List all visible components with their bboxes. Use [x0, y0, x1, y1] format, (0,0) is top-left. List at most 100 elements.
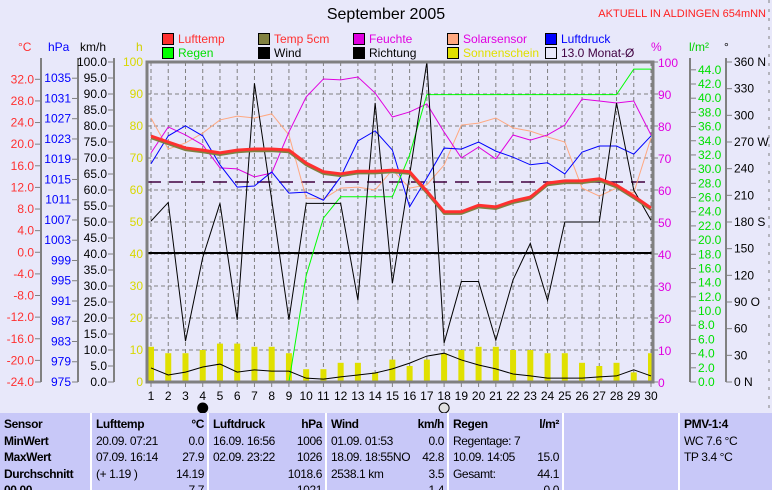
legend-swatch — [447, 33, 459, 45]
temp-tick-label: 12.0 — [11, 180, 35, 194]
table-row — [568, 417, 675, 434]
dir-tick-label: 240 — [734, 162, 754, 176]
table-row: 1018.6 — [213, 467, 323, 484]
table-row: 20.09. 07:21 0.0 — [96, 434, 204, 451]
legend-item-feuchte: Feuchte — [353, 32, 412, 46]
legend-item-temp-5cm: Temp 5cm — [258, 32, 329, 46]
legend-item-richtung: Richtung — [353, 46, 416, 60]
moon-new-icon — [197, 402, 209, 413]
x-tick-label: 2 — [165, 389, 172, 403]
legend-label: Solarsensor — [463, 32, 528, 46]
table-cell: 00.00 — [4, 483, 33, 490]
x-tick-label: 22 — [506, 389, 520, 403]
wind-tick-label: 10.0 — [84, 343, 108, 357]
table-row: MaxWert — [4, 450, 87, 467]
table-cell: 14.19 — [175, 466, 204, 481]
sunshine-bar-day-1 — [148, 346, 154, 382]
x-tick-label: 5 — [217, 389, 224, 403]
table-cell: 10.09. 14:05 — [453, 450, 515, 464]
legend-label: Lufttemp — [178, 32, 225, 46]
temp-tick-label: -12.0 — [7, 310, 35, 324]
wind-tick-label: 45.0 — [84, 231, 108, 245]
sun-tick-label: 70 — [130, 151, 144, 165]
rain-tick-label: 30.0 — [698, 162, 722, 176]
sunshine-bar-day-10 — [303, 369, 310, 382]
legend-item-lufttemp: Lufttemp — [162, 32, 225, 46]
wind-tick-label: 90.0 — [84, 87, 108, 101]
legend-label: Temp 5cm — [274, 32, 330, 46]
wind-tick-label: 20.0 — [84, 311, 108, 325]
sunshine-bar-day-9 — [285, 353, 292, 382]
sunshine-bar-day-21 — [492, 346, 499, 382]
sunshine-bar-day-27 — [596, 366, 603, 382]
x-tick-label: 8 — [268, 389, 275, 403]
rain-tick-label: 14.0 — [698, 276, 722, 290]
table-column: Wind km/h 01.09. 01:53 0.0 18.09. 18:55NO 42.… — [325, 413, 447, 490]
wind-tick-label: 30.0 — [84, 279, 108, 293]
pressure-tick-label: 995 — [51, 274, 71, 288]
table-row — [568, 434, 675, 451]
temp-tick-label: 16.0 — [11, 159, 35, 173]
table-row: Gesamt: 44.1 — [453, 467, 559, 484]
sun-tick-label: 90 — [130, 87, 144, 101]
wind-tick-label: 70.0 — [84, 151, 108, 165]
table-row — [568, 483, 675, 490]
wind-tick-label: 40.0 — [84, 247, 108, 261]
dir-tick-label: 90 O — [734, 295, 760, 309]
rain-tick-label: 4.0 — [698, 347, 715, 361]
table-cell: 15.0 — [537, 450, 559, 464]
sunshine-bar-day-23 — [527, 350, 534, 382]
table-row: Durchschnitt — [4, 467, 87, 484]
x-tick-label: 30 — [644, 389, 658, 403]
table-cell: Regentage: 7 — [453, 433, 521, 448]
sunshine-bar-day-3 — [182, 353, 189, 382]
table-cell: 1021 — [296, 483, 323, 490]
table-cell: MinWert — [4, 433, 49, 448]
wind-tick-label: 85.0 — [84, 103, 108, 117]
dir-tick-label: 150 — [734, 242, 754, 256]
x-tick-label: 16 — [403, 389, 417, 403]
x-tick-label: 14 — [368, 389, 382, 403]
rain-tick-label: 24.0 — [698, 205, 722, 219]
table-cell: 27.9 — [182, 450, 204, 464]
percent-unit: % — [651, 40, 662, 54]
table-row: 2538.1 km 3.5 — [331, 467, 444, 484]
legend-swatch — [545, 33, 557, 45]
weather-chart: -24.0-20.0-16.0-12.0-8.0-4.00.04.08.012.… — [7, 0, 770, 413]
moon-full-icon — [438, 402, 450, 413]
table-cell: 7.7 — [188, 483, 205, 490]
percent-tick-label: 100 — [658, 56, 678, 70]
rain-tick-label: 8.0 — [698, 318, 715, 332]
rain-tick-label: 42.0 — [698, 77, 722, 91]
table-row: 7.7 — [96, 483, 205, 490]
legend-swatch — [447, 47, 459, 59]
table-row: Wind km/h — [331, 417, 444, 434]
table-row: Sensor — [4, 417, 87, 434]
temp-tick-label: -24.0 — [7, 375, 35, 389]
series-luftdruck — [150, 125, 652, 209]
table-row: 07.09. 16:14 27.9 — [96, 450, 204, 467]
legend-item-luftdruck: Luftdruck — [545, 32, 610, 46]
x-tick-label: 6 — [234, 389, 241, 403]
x-tick-label: 19 — [455, 389, 469, 403]
table-cell: Lufttemp — [96, 417, 145, 431]
wind-tick-label: 5.0 — [90, 359, 107, 373]
percent-tick-label: 50 — [658, 216, 672, 230]
temp-tick-label: 28.0 — [11, 94, 35, 108]
table-column: PMV-1:4 WC 7.6 °C TP 3.4 °C — [678, 413, 772, 490]
table-row: 01.09. 01:53 0.0 — [331, 434, 444, 451]
x-tick-label: 4 — [199, 389, 206, 403]
pressure-tick-label: 1027 — [44, 112, 71, 126]
rain-tick-label: 28.0 — [698, 176, 722, 190]
series-regen — [151, 68, 651, 383]
wind-tick-label: 95.0 — [84, 71, 108, 85]
table-row: PMV-1:4 — [684, 417, 769, 434]
pressure-tick-label: 991 — [51, 294, 71, 308]
sunshine-bar-day-7 — [251, 346, 258, 382]
x-tick-label: 15 — [386, 389, 400, 403]
legend-item-regen: Regen — [162, 46, 213, 60]
legend-swatch — [162, 33, 174, 45]
percent-tick-label: 60 — [658, 184, 672, 198]
rain-tick-label: 6.0 — [698, 332, 715, 346]
x-tick-label: 21 — [489, 389, 503, 403]
